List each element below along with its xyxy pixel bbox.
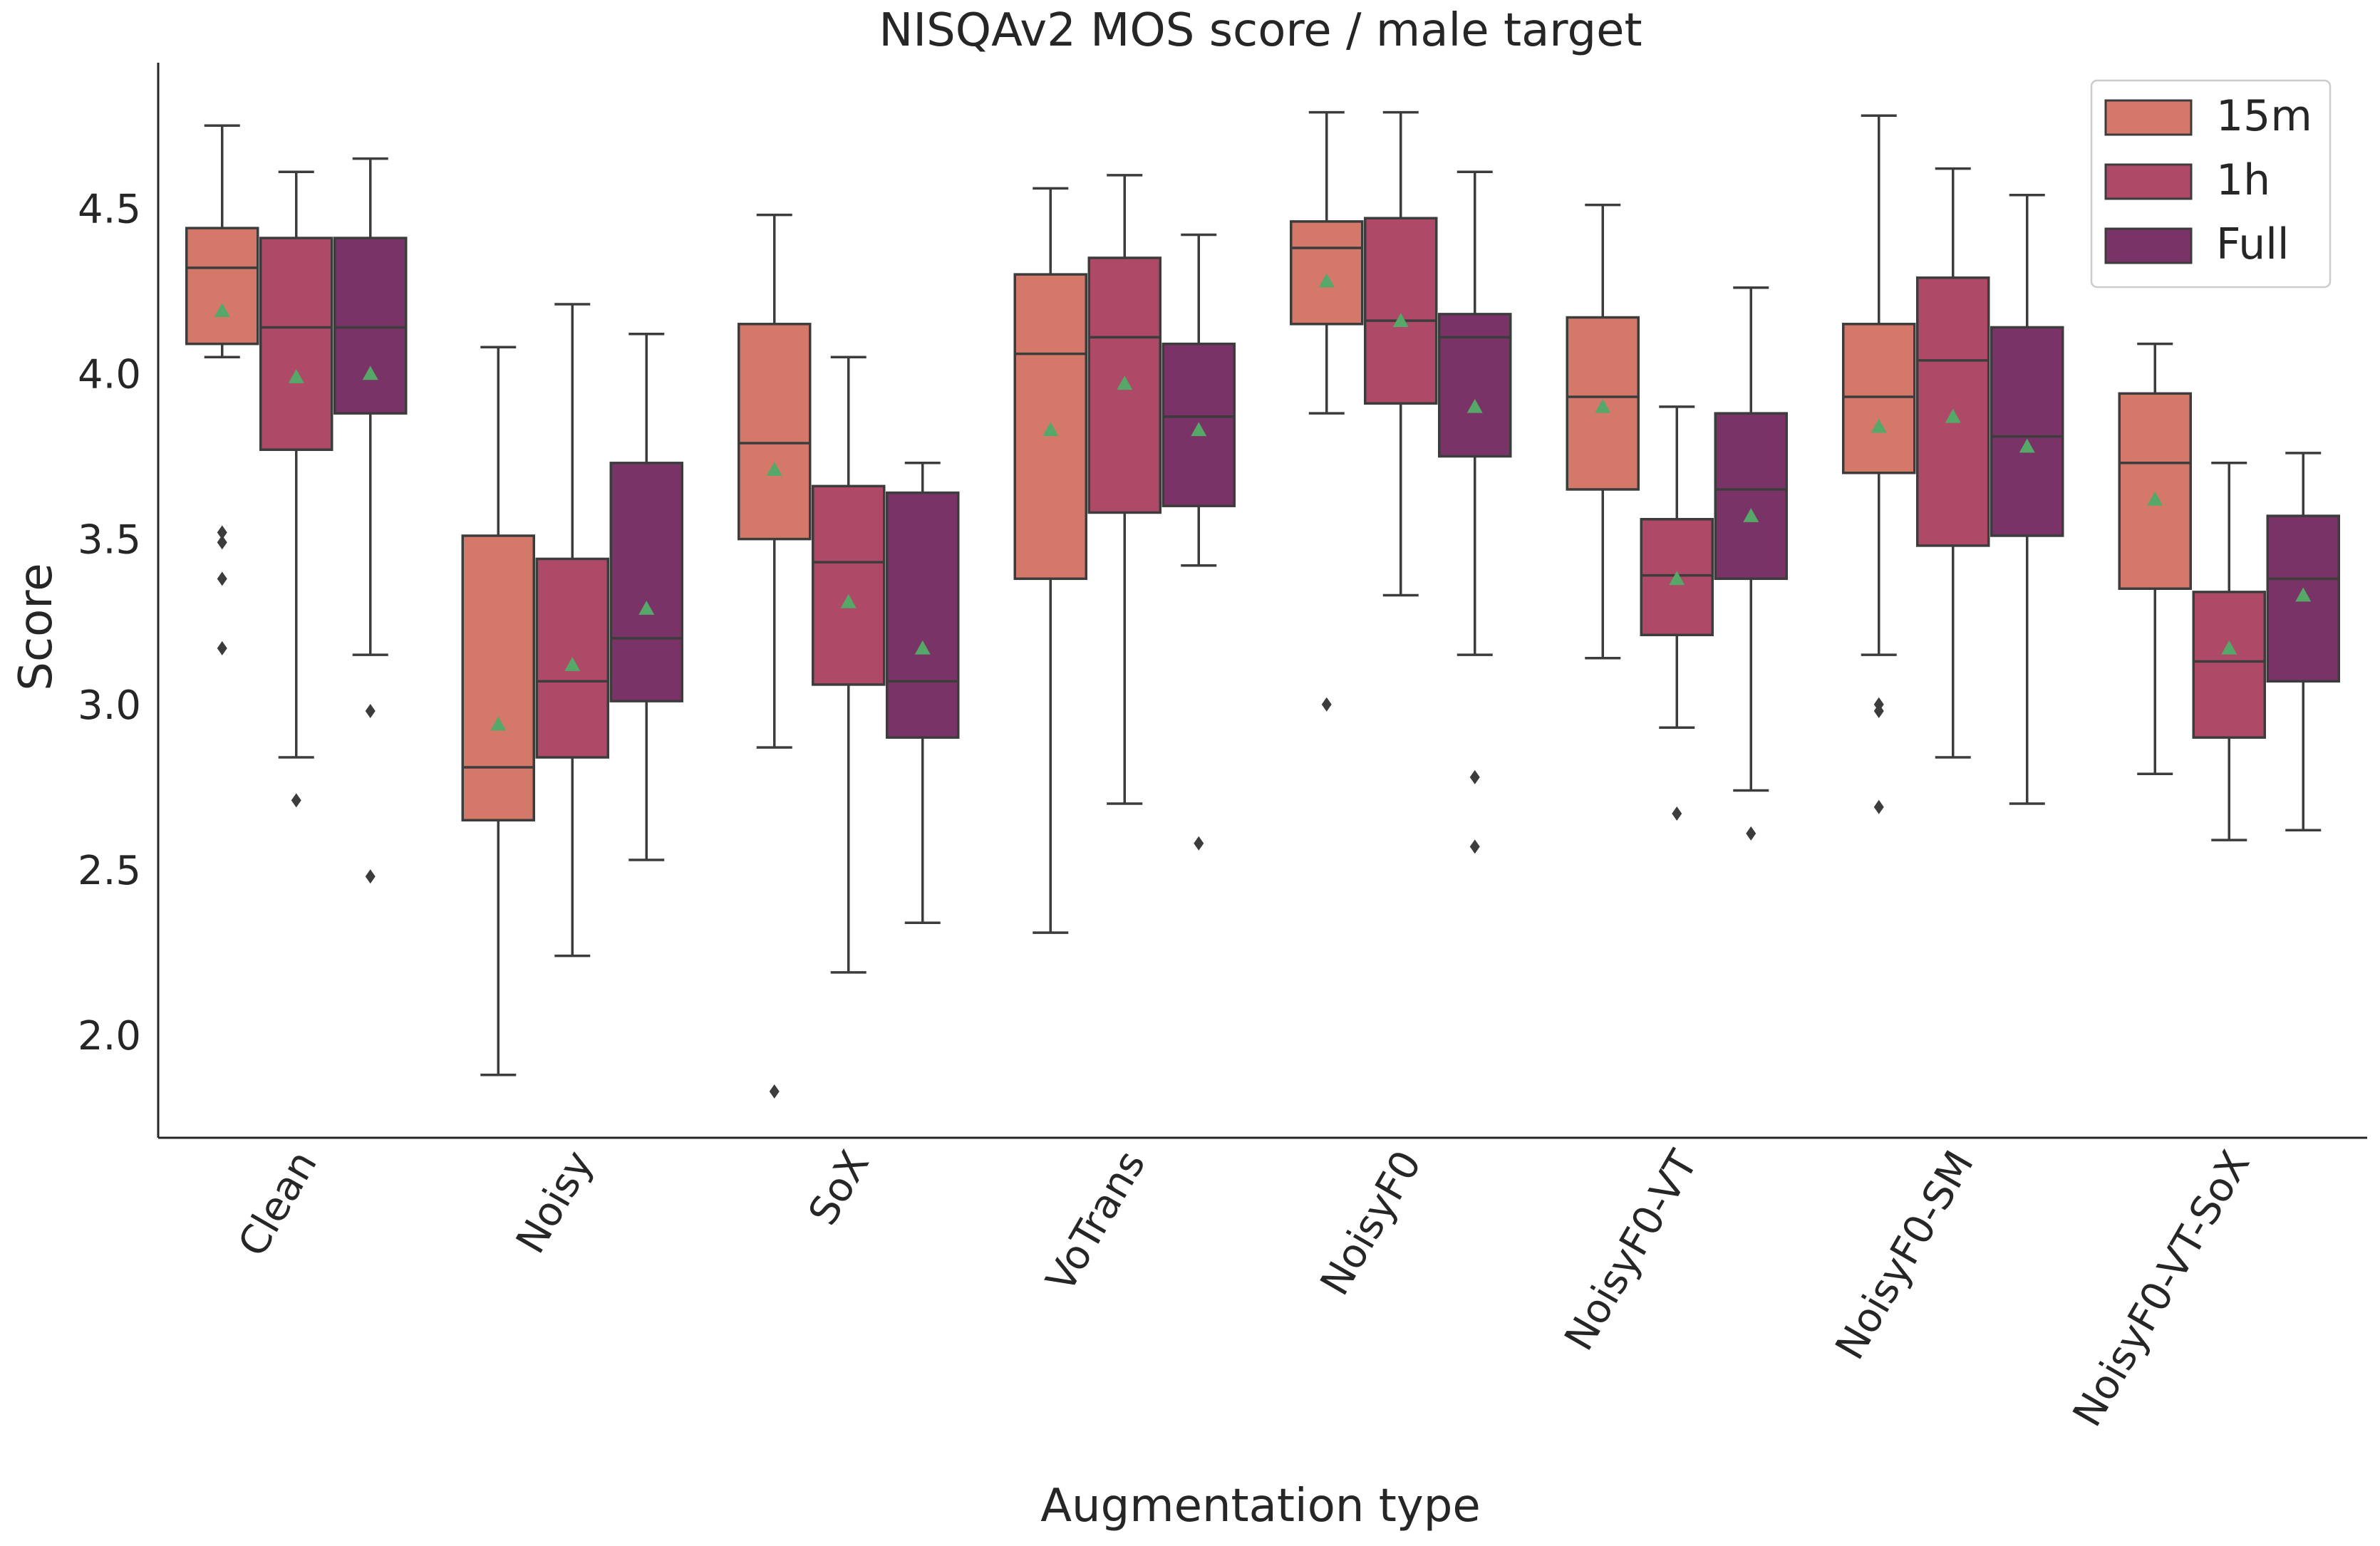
mean-marker bbox=[840, 593, 857, 608]
legend-swatch-1h bbox=[2104, 163, 2193, 200]
mean-marker bbox=[1318, 273, 1335, 288]
box-15m-sox bbox=[738, 323, 812, 541]
y-tick-label: 3.0 bbox=[78, 683, 141, 729]
mean-marker bbox=[490, 716, 507, 731]
box-1h-noisyf0-vt bbox=[1640, 517, 1714, 637]
box-full-noisyf0-sm bbox=[1990, 326, 2064, 537]
mean-marker bbox=[1743, 508, 1759, 522]
outlier-point bbox=[217, 640, 227, 655]
outlier-point bbox=[217, 571, 227, 586]
box-full-noisy bbox=[609, 462, 683, 702]
legend-swatch-full bbox=[2104, 227, 2193, 264]
outlier-point bbox=[1469, 769, 1480, 784]
outlier-point bbox=[1321, 697, 1332, 712]
x-tick-label: Clean bbox=[229, 1143, 326, 1265]
mean-marker bbox=[638, 601, 655, 615]
mean-marker bbox=[1191, 422, 1207, 437]
box-1h-sox bbox=[812, 484, 886, 686]
y-axis-label: Score bbox=[10, 563, 63, 690]
x-tick-label: SoX bbox=[800, 1143, 878, 1233]
mean-marker bbox=[2221, 640, 2237, 655]
box-15m-noisyf0-vt-sox bbox=[2118, 392, 2192, 590]
x-tick-label: NoisyF0-SM bbox=[1827, 1143, 1983, 1368]
box-1h-clean bbox=[259, 237, 333, 451]
mean-marker bbox=[1042, 422, 1059, 437]
mean-marker bbox=[1117, 375, 1133, 390]
mean-marker bbox=[362, 365, 378, 380]
mean-marker bbox=[2019, 438, 2035, 453]
x-tick-label: VoTrans bbox=[1038, 1143, 1154, 1300]
box-15m-noisyf0 bbox=[1290, 220, 1364, 326]
mean-marker bbox=[288, 369, 304, 383]
y-tick-label: 4.0 bbox=[78, 351, 141, 398]
legend: 15m 1h Full bbox=[2090, 79, 2332, 289]
box-full-clean bbox=[333, 237, 408, 415]
y-tick-label: 2.5 bbox=[78, 848, 141, 894]
x-tick-label: NoisyF0 bbox=[1312, 1143, 1431, 1304]
outlier-point bbox=[1873, 799, 1884, 814]
outlier-point bbox=[1469, 839, 1480, 854]
outlier-point bbox=[217, 535, 227, 550]
mean-marker bbox=[766, 462, 782, 476]
x-tick-label: NoisyF0-VT-SoX bbox=[2064, 1143, 2260, 1435]
mean-marker bbox=[1945, 408, 1961, 423]
y-tick-label: 4.5 bbox=[78, 186, 141, 232]
legend-label-15m: 15m bbox=[2216, 91, 2312, 141]
box-1h-noisyf0-vt-sox bbox=[2192, 591, 2266, 739]
mean-marker bbox=[1669, 571, 1685, 586]
box-15m-noisy bbox=[461, 534, 535, 822]
chart-title: NISQAv2 MOS score / male target bbox=[879, 4, 1642, 57]
outlier-point bbox=[291, 793, 301, 808]
x-tick-label: Noisy bbox=[507, 1143, 602, 1262]
mean-marker bbox=[214, 303, 230, 318]
outlier-point bbox=[365, 704, 376, 719]
outlier-point bbox=[1672, 806, 1682, 821]
box-15m-noisyf0-sm bbox=[1842, 323, 1916, 474]
outlier-point bbox=[365, 869, 376, 884]
box-1h-noisyf0 bbox=[1364, 217, 1438, 405]
outlier-point bbox=[1746, 826, 1756, 841]
y-tick-label: 3.5 bbox=[78, 517, 141, 564]
outlier-point bbox=[217, 525, 227, 540]
mean-marker bbox=[1392, 313, 1409, 327]
outlier-point bbox=[769, 1084, 780, 1099]
box-full-sox bbox=[886, 491, 960, 739]
y-tick-label: 2.0 bbox=[78, 1013, 141, 1059]
mean-marker bbox=[1595, 398, 1611, 413]
outlier-point bbox=[1873, 704, 1884, 719]
mean-marker bbox=[1871, 418, 1887, 433]
mean-marker bbox=[2147, 491, 2163, 506]
mean-marker bbox=[914, 640, 931, 655]
plot-area: 2.0 2.5 3.0 3.5 4.0 4.5 Clean Noisy SoX VoTrans No… bbox=[78, 63, 2367, 1434]
mean-marker bbox=[2295, 587, 2312, 602]
legend-label-full: Full bbox=[2216, 219, 2290, 269]
box-full-noisyf0-vt bbox=[1714, 412, 1788, 581]
outlier-point bbox=[1194, 836, 1204, 851]
legend-swatch-15m bbox=[2104, 99, 2193, 136]
x-tick-label: NoisyF0-VT bbox=[1556, 1143, 1707, 1359]
legend-label-1h: 1h bbox=[2216, 155, 2270, 205]
x-axis-label: Augmentation type bbox=[1040, 1480, 1480, 1532]
box-full-noisyf0 bbox=[1438, 313, 1512, 458]
box-15m-clean bbox=[185, 227, 259, 346]
mean-marker bbox=[1466, 398, 1483, 413]
mean-marker bbox=[564, 657, 581, 671]
